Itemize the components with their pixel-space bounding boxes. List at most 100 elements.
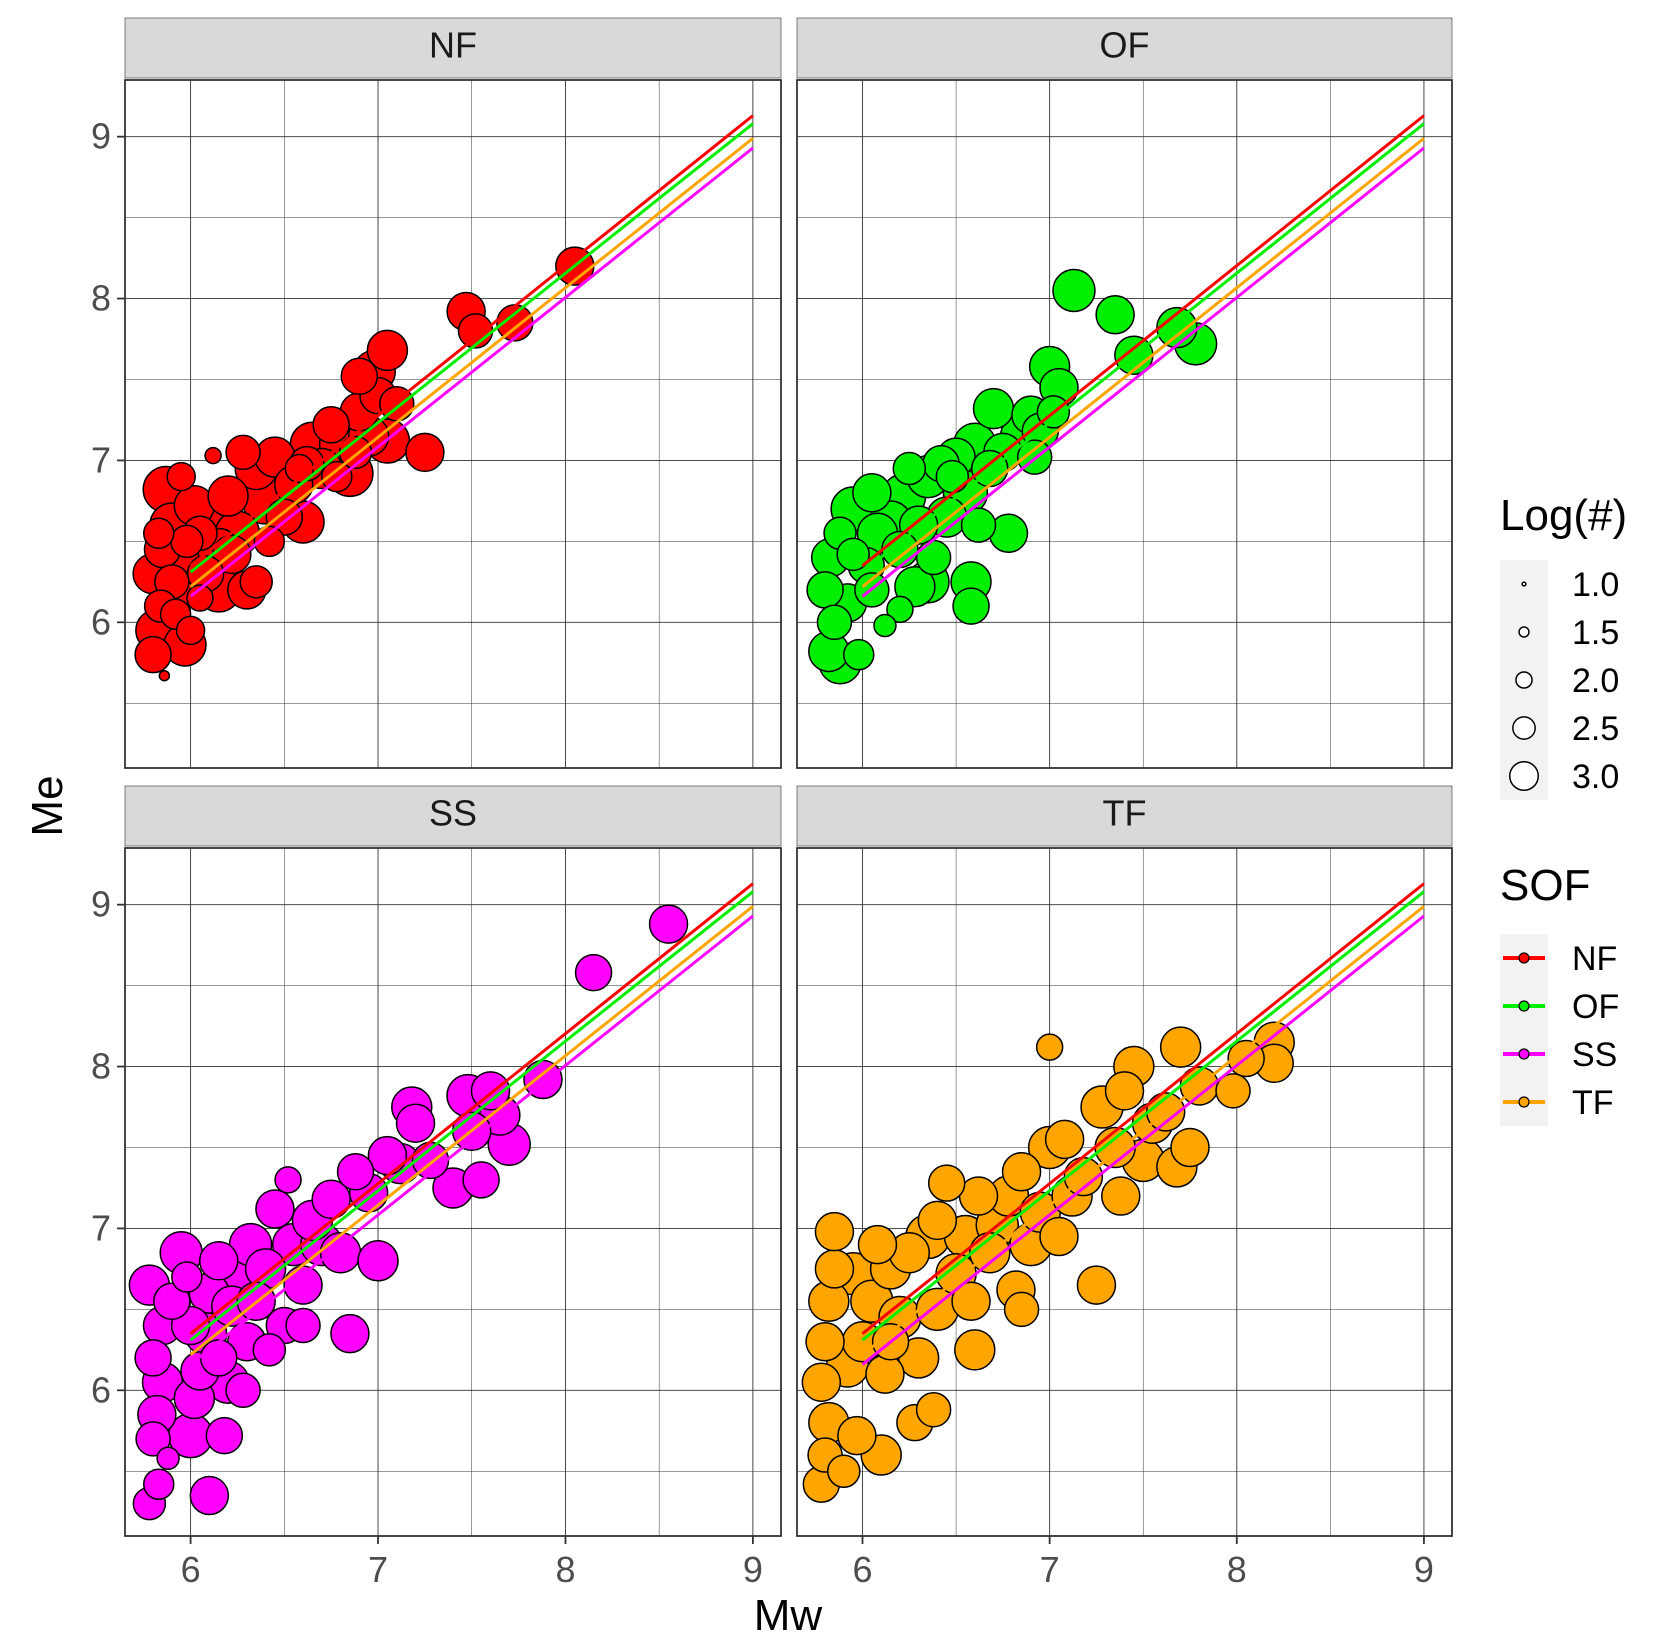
facet-strip	[796, 17, 1453, 79]
data-point	[806, 571, 844, 609]
x-tick-label: 8	[1227, 1549, 1247, 1590]
data-point	[1159, 1026, 1202, 1068]
fit-line-ss	[189, 146, 754, 598]
data-point	[857, 1224, 898, 1265]
data-point	[1003, 1291, 1040, 1328]
data-point	[1039, 1216, 1079, 1257]
data-point	[189, 1475, 230, 1516]
data-point	[158, 669, 171, 682]
data-point	[225, 1372, 261, 1409]
fit-line-nf	[861, 114, 1425, 567]
fit-lines-group	[861, 882, 1425, 1366]
data-point	[252, 1333, 287, 1367]
fit-line-nf	[189, 882, 754, 1335]
data-point	[319, 1231, 362, 1274]
fit-line-of	[189, 890, 754, 1342]
data-point	[367, 1135, 408, 1176]
legend-size-label: 1.0	[1572, 566, 1619, 604]
y-tick-label: 9	[91, 116, 111, 157]
facet-strip-label: NF	[429, 25, 477, 66]
data-point	[134, 1339, 172, 1377]
fit-line-of	[861, 122, 1425, 574]
data-point	[239, 565, 273, 599]
data-point	[142, 517, 175, 550]
data-point	[952, 587, 990, 625]
facet-strip-label: OF	[1100, 25, 1150, 66]
data-point	[175, 615, 206, 646]
panel-background	[796, 79, 1453, 769]
data-point	[892, 451, 927, 486]
legend-size-circle	[1515, 671, 1533, 689]
fit-line-tf	[861, 905, 1425, 1356]
facet-strip-label: SS	[429, 793, 477, 834]
data-point	[134, 635, 172, 674]
data-point	[1076, 1265, 1117, 1305]
legend-size-label: 2.0	[1572, 662, 1619, 700]
data-point	[1035, 1033, 1064, 1061]
legend-color-dot	[1518, 1096, 1530, 1108]
y-tick-label: 8	[91, 1046, 111, 1087]
x-tick-label: 9	[1414, 1549, 1434, 1590]
legend-color-label: OF	[1572, 988, 1619, 1026]
color-legend-keys: NF OF SS TF	[1500, 934, 1619, 1126]
data-point	[199, 1339, 238, 1377]
fit-line-tf	[189, 905, 754, 1356]
facet-panels: NF 6 7 8 9 OF SS 6 7 8 9 6 7 8 9 TF 6 7 8 9	[91, 17, 1453, 1590]
fit-lines-group	[861, 114, 1425, 598]
color-legend: SOF NF OF SS TF	[1500, 861, 1619, 1126]
data-point	[205, 1416, 244, 1455]
legend-color-label: TF	[1572, 1084, 1614, 1122]
data-point	[951, 1281, 991, 1322]
fit-line-ss	[861, 914, 1425, 1366]
legend-color-dot	[1518, 1048, 1530, 1060]
color-legend-title: SOF	[1500, 861, 1590, 910]
x-tick-label: 7	[1040, 1549, 1060, 1590]
y-tick-label: 6	[91, 601, 111, 642]
data-point	[198, 1241, 239, 1281]
data-point	[837, 1415, 877, 1456]
data-point	[852, 473, 892, 513]
facet-strip	[124, 785, 782, 847]
facet-panel-tf: TF 6 7 8 9	[796, 785, 1453, 1590]
size-legend-keys: 1.0 1.5 2.0 2.5 3.0	[1500, 560, 1619, 800]
facet-strip	[124, 17, 782, 79]
y-tick-label: 6	[91, 1369, 111, 1410]
data-point	[873, 613, 897, 638]
data-point	[225, 434, 261, 471]
points-group	[806, 268, 1218, 685]
data-point	[960, 507, 997, 543]
data-point	[1101, 1176, 1141, 1216]
legend-size-circle	[1521, 581, 1527, 587]
data-point	[153, 1282, 191, 1321]
data-point	[142, 1468, 175, 1500]
data-point	[357, 1240, 399, 1282]
x-axis-title: Mw	[754, 1591, 823, 1640]
panel-background	[124, 79, 782, 769]
data-point	[255, 1189, 295, 1229]
data-point	[156, 1446, 180, 1471]
data-point	[330, 1313, 370, 1354]
data-point	[827, 1454, 861, 1488]
data-point	[843, 638, 875, 671]
data-point	[865, 1354, 905, 1394]
data-point	[1104, 1071, 1145, 1111]
fit-line-nf	[861, 882, 1425, 1335]
fit-line-of	[861, 890, 1425, 1342]
facet-panel-nf: NF 6 7 8 9	[91, 17, 782, 769]
data-point	[186, 584, 214, 612]
legend-color-label: SS	[1572, 1036, 1617, 1074]
data-point	[1052, 268, 1096, 313]
fit-line-of	[189, 122, 754, 574]
data-point	[135, 1421, 171, 1457]
data-point	[312, 406, 350, 444]
data-point	[801, 1362, 842, 1402]
data-point	[1095, 294, 1135, 335]
data-point	[915, 539, 952, 576]
legend-color-dot	[1518, 952, 1530, 964]
data-point	[648, 904, 689, 944]
fit-line-ss	[189, 914, 754, 1366]
fit-lines-group	[189, 882, 754, 1366]
data-point	[915, 1391, 952, 1428]
data-point	[954, 1329, 996, 1371]
